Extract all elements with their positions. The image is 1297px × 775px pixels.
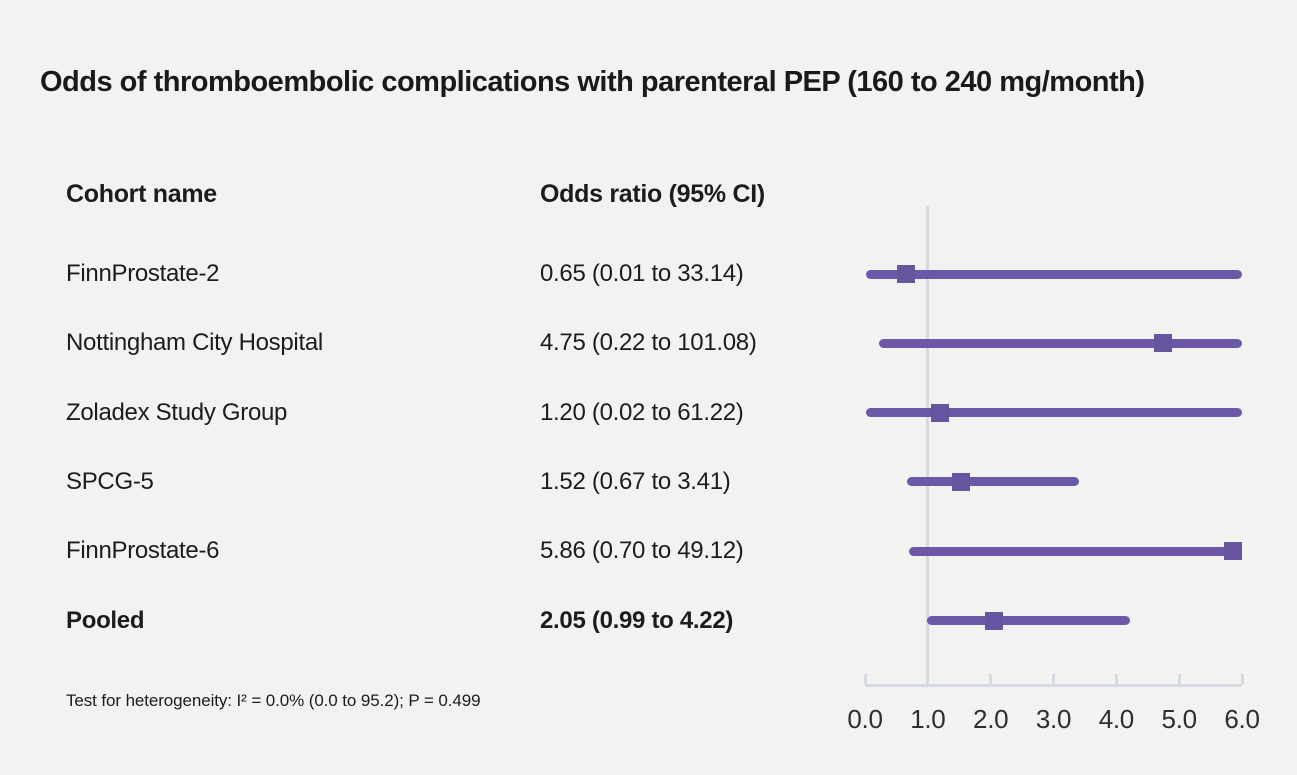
x-axis-tick: [1114, 674, 1118, 684]
odds-ratio-marker: [1224, 542, 1243, 561]
x-axis-tick: [1052, 674, 1055, 684]
x-axis-tick-label: 0.0: [847, 704, 883, 734]
odds-ratio-value: 2.05 (0.99 to 4.22): [540, 606, 734, 634]
x-axis-tick: [989, 674, 993, 684]
confidence-interval-line: [908, 546, 1242, 556]
odds-ratio-value: 1.52 (0.67 to 3.41): [540, 467, 731, 495]
x-axis-tick-label: 1.0: [910, 704, 946, 734]
x-axis-tick: [926, 674, 930, 684]
x-axis-tick-label: 6.0: [1224, 704, 1260, 734]
x-axis-tick-label: 4.0: [1098, 704, 1135, 734]
heterogeneity-note: Test for heterogeneity: I² = 0.0% (0.0 t…: [66, 691, 481, 710]
odds-ratio-marker: [1154, 334, 1173, 353]
confidence-interval-line: [866, 408, 1242, 418]
odds-ratio-marker: [984, 611, 1003, 630]
cohort-name: Zoladex Study Group: [66, 398, 288, 426]
column-header-cohort: Cohort name: [66, 180, 217, 208]
confidence-interval-line: [907, 477, 1080, 487]
odds-ratio-marker: [896, 265, 915, 283]
x-axis-tick: [1177, 674, 1181, 684]
reference-line: [926, 206, 930, 686]
x-axis-tick: [1240, 674, 1244, 684]
odds-ratio-value: 5.86 (0.70 to 49.12): [540, 537, 744, 565]
figure-title: Odds of thromboembolic complications wit…: [40, 66, 1145, 98]
odds-ratio-marker: [931, 403, 950, 422]
confidence-interval-line: [865, 269, 1242, 279]
cohort-name: SPCG-5: [66, 467, 154, 495]
cohort-name: FinnProstate-6: [66, 537, 220, 565]
x-axis-tick-label: 5.0: [1161, 704, 1198, 734]
odds-ratio-marker: [951, 472, 970, 491]
confidence-interval-line: [927, 616, 1131, 625]
x-axis-tick-label: 3.0: [1035, 704, 1072, 734]
x-axis-tick: [863, 674, 867, 684]
cohort-name: Pooled: [66, 606, 145, 634]
odds-ratio-value: 0.65 (0.01 to 33.14): [540, 260, 744, 287]
odds-ratio-value: 1.20 (0.02 to 61.22): [540, 398, 744, 426]
confidence-interval-line: [878, 338, 1242, 348]
x-axis-tick-label: 2.0: [973, 704, 1009, 734]
x-axis-line: [865, 684, 1242, 687]
column-header-odds-ratio: Odds ratio (95% CI): [540, 180, 765, 208]
odds-ratio-value: 4.75 (0.22 to 101.08): [540, 329, 757, 357]
cohort-name: FinnProstate-2: [66, 260, 220, 287]
cohort-name: Nottingham City Hospital: [66, 329, 323, 357]
